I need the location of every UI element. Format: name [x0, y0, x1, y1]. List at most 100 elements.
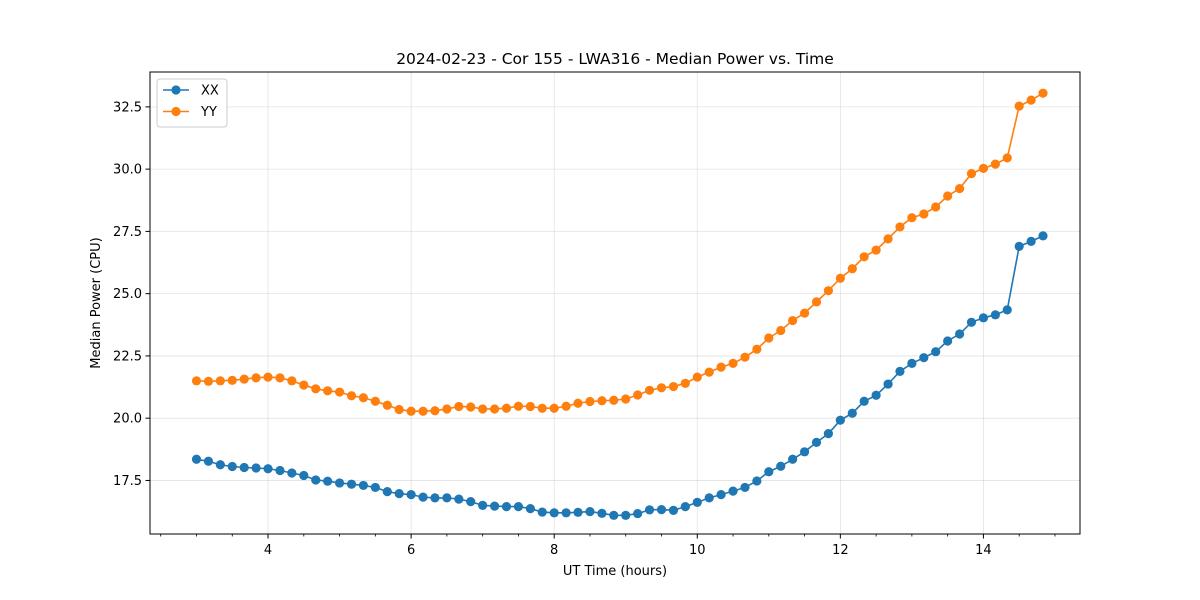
data-point-yy	[501, 403, 512, 413]
data-point-xx	[704, 493, 714, 503]
data-point-yy	[1026, 95, 1036, 105]
data-point-yy	[573, 398, 583, 408]
data-point-xx	[525, 503, 535, 514]
data-point-xx	[955, 329, 965, 339]
data-point-xx	[239, 462, 249, 473]
grid-layer	[150, 72, 1080, 534]
data-point-xx	[1014, 241, 1024, 251]
data-point-xx	[597, 508, 607, 518]
data-point-xx	[835, 415, 845, 425]
data-point-xx	[1002, 305, 1012, 315]
x-axis-label: UT Time (hours)	[563, 564, 667, 579]
data-point-xx	[275, 465, 285, 476]
data-point-xx	[466, 497, 476, 507]
data-point-xx	[978, 313, 989, 323]
data-point-yy	[799, 308, 810, 318]
data-point-yy	[656, 383, 667, 393]
data-point-xx	[311, 475, 321, 485]
data-point-xx	[966, 317, 977, 327]
y-tick-label: 22.5	[113, 349, 142, 364]
data-point-yy	[704, 367, 714, 377]
data-point-xx	[394, 489, 404, 499]
data-point-yy	[668, 381, 679, 392]
data-point-xx	[251, 463, 261, 473]
x-tick-label: 4	[264, 543, 272, 558]
data-point-yy	[454, 401, 464, 412]
data-point-yy	[370, 396, 380, 406]
data-point-xx	[823, 429, 833, 439]
x-tick-label: 10	[689, 543, 706, 558]
y-tick-label: 32.5	[113, 100, 142, 115]
data-point-xx	[943, 336, 953, 346]
data-point-xx	[692, 497, 702, 507]
data-point-yy	[478, 404, 488, 414]
data-point-yy	[334, 387, 345, 397]
y-tick-label: 27.5	[113, 225, 142, 240]
data-point-yy	[251, 373, 261, 383]
data-point-xx	[263, 464, 273, 474]
data-point-yy	[358, 393, 368, 403]
data-point-yy	[740, 352, 750, 362]
data-point-yy	[943, 191, 953, 201]
data-point-yy	[907, 213, 917, 223]
data-point-xx	[644, 505, 655, 515]
data-point-xx	[776, 461, 786, 471]
x-tick-label: 14	[975, 543, 992, 558]
data-point-yy	[227, 375, 237, 385]
x-tick-label: 8	[550, 543, 558, 558]
data-point-yy	[418, 406, 428, 416]
data-point-yy	[621, 394, 631, 404]
data-point-xx	[287, 468, 297, 478]
y-tick-label: 17.5	[113, 474, 142, 489]
data-point-xx	[430, 493, 440, 503]
data-point-yy	[966, 169, 977, 179]
data-point-yy	[919, 209, 929, 219]
data-point-yy	[430, 406, 440, 416]
data-point-yy	[203, 376, 214, 386]
data-point-xx	[406, 490, 416, 500]
data-point-xx	[799, 447, 810, 457]
data-point-xx	[537, 507, 547, 517]
data-point-yy	[978, 163, 989, 173]
data-point-yy	[823, 286, 833, 296]
data-point-xx	[561, 508, 571, 518]
data-point-xx	[442, 493, 452, 503]
data-point-xx	[299, 470, 309, 481]
data-point-xx	[370, 482, 380, 493]
data-point-yy	[644, 385, 655, 395]
data-point-xx	[382, 487, 392, 497]
data-point-yy	[776, 325, 786, 336]
data-point-xx	[990, 310, 1000, 320]
data-point-yy	[728, 358, 738, 368]
data-point-xx	[764, 467, 774, 477]
data-point-xx	[549, 508, 559, 518]
data-point-xx	[609, 510, 619, 520]
series-layer	[191, 88, 1048, 520]
data-point-xx	[871, 390, 881, 400]
data-point-yy	[1014, 101, 1024, 111]
data-point-yy	[215, 376, 225, 386]
data-point-yy	[191, 376, 202, 386]
data-point-xx	[668, 505, 679, 515]
data-point-xx	[454, 494, 464, 504]
data-point-xx	[847, 408, 857, 418]
data-point-yy	[871, 245, 881, 255]
x-tick-label: 12	[832, 543, 849, 558]
data-point-yy	[311, 384, 321, 394]
data-point-xx	[490, 501, 500, 511]
x-tick-label: 6	[407, 543, 415, 558]
data-point-yy	[442, 404, 452, 414]
data-point-yy	[955, 183, 965, 194]
y-tick-label: 20.0	[113, 412, 142, 427]
data-point-yy	[323, 386, 333, 396]
data-point-yy	[835, 273, 845, 283]
data-point-yy	[680, 378, 690, 388]
data-point-xx	[346, 479, 357, 489]
data-point-yy	[609, 395, 619, 405]
data-point-xx	[621, 510, 631, 520]
data-point-xx	[895, 366, 905, 376]
data-point-xx	[1038, 231, 1048, 241]
data-point-yy	[287, 376, 297, 386]
data-point-yy	[382, 400, 392, 410]
data-point-xx	[334, 478, 345, 488]
